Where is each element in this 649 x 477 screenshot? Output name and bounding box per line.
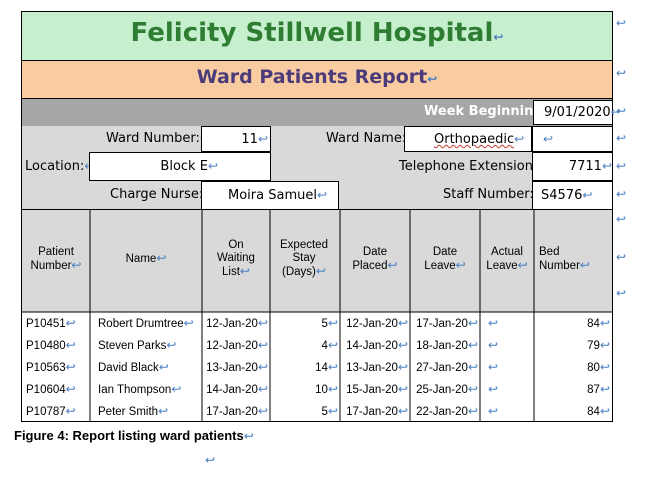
cell-actual-leave[interactable]: ↩ (488, 338, 499, 352)
return-mark-icon: ↩ (616, 131, 627, 145)
charge-nurse-value[interactable]: Moira Samuel↩ (201, 181, 339, 210)
return-mark-icon: ↩ (616, 104, 627, 118)
return-mark-icon: ↩ (616, 212, 627, 226)
week-label: Week Beginning: (424, 104, 548, 119)
return-mark-icon: ↩ (616, 286, 627, 300)
location-label: Location:↩ (25, 159, 94, 174)
cell-actual-leave[interactable]: ↩ (488, 404, 499, 418)
week-row (21, 99, 613, 126)
col-header-expected-stay: Expected Stay (Days)↩ (280, 239, 328, 278)
cell-waiting: 12-Jan-20↩ (206, 338, 268, 352)
cell-patient-number: P10787↩ (26, 404, 76, 418)
return-mark-icon: ↩ (616, 66, 627, 80)
cell-actual-leave[interactable]: ↩ (488, 382, 499, 396)
col-header-date-leave: Date Leave↩ (424, 246, 466, 272)
cell-leave: 17-Jan-20↩ (416, 316, 478, 330)
return-mark-icon: ↩ (616, 187, 627, 201)
title-band: Felicity Stillwell Hospital↩ (21, 11, 613, 61)
return-mark-icon: ↩ (205, 453, 216, 467)
col-header-name: Name↩ (125, 251, 167, 266)
cell-name: Steven Parks↩ (98, 338, 177, 352)
cell-name: Peter Smith↩ (98, 404, 169, 418)
cell-patient-number: P10563↩ (26, 360, 76, 374)
charge-nurse-label: Charge Nurse:↩ (110, 187, 213, 202)
figure-caption: Figure 4: Report listing ward patients↩ (14, 428, 254, 443)
cell-waiting: 13-Jan-20↩ (206, 360, 268, 374)
cell-bed: 84↩ (587, 316, 610, 330)
cell-stay: 5↩ (321, 404, 338, 418)
return-mark-icon: ↩ (616, 16, 627, 30)
patient-table: Patient Number↩ Name↩ On Waiting List↩ Expe… (21, 210, 613, 422)
return-mark-icon: ↩ (493, 30, 504, 44)
col-header-bed-number: Bed Number↩ (539, 246, 590, 272)
col-header-waiting-list: On Waiting List↩ (217, 239, 255, 278)
cell-name: David Black↩ (98, 360, 169, 374)
location-value[interactable]: Block E↩ (89, 152, 271, 181)
ward-number-label: Ward Number:↩ (106, 131, 210, 146)
report-title: Ward Patients Report (196, 66, 428, 88)
cell-leave: 22-Jan-20↩ (416, 404, 478, 418)
table-row[interactable]: P10787↩ Peter Smith↩ 17-Jan-20↩ 5↩ 17-Ja… (22, 404, 612, 422)
ward-extra-cell[interactable]: ↩ (532, 126, 613, 152)
cell-placed: 14-Jan-20↩ (346, 338, 408, 352)
cell-placed: 17-Jan-20↩ (346, 404, 408, 418)
cell-placed: 15-Jan-20↩ (346, 382, 408, 396)
table-row[interactable]: P10480↩ Steven Parks↩ 12-Jan-20↩ 4↩ 14-J… (22, 338, 612, 358)
table-grid (22, 210, 612, 422)
cell-waiting: 12-Jan-20↩ (206, 316, 268, 330)
cell-name: Robert Drumtree↩ (98, 316, 194, 330)
staff-number-value[interactable]: S4576↩ (532, 181, 613, 210)
cell-stay: 5↩ (321, 316, 338, 330)
return-mark-icon: ↩ (427, 72, 438, 86)
cell-bed: 79↩ (587, 338, 610, 352)
cell-leave: 18-Jan-20↩ (416, 338, 478, 352)
ward-name-label: Ward Name:↩ (326, 131, 416, 146)
subtitle-band: Ward Patients Report↩ (21, 61, 613, 99)
phone-label: Telephone Extension:↩ (399, 159, 547, 174)
hospital-name: Felicity Stillwell Hospital (130, 18, 494, 48)
cell-leave: 27-Jan-20↩ (416, 360, 478, 374)
cell-patient-number: P10451↩ (26, 316, 76, 330)
col-header-date-placed: Date Placed↩ (352, 246, 398, 272)
cell-patient-number: P10604↩ (26, 382, 76, 396)
table-row[interactable]: P10451↩ Robert Drumtree↩ 12-Jan-20↩ 5↩ 1… (22, 316, 612, 336)
cell-stay: 10↩ (315, 382, 338, 396)
table-row[interactable]: P10563↩ David Black↩ 13-Jan-20↩ 14↩ 13-J… (22, 360, 612, 380)
col-header-actual-leave: Actual Leave↩ (486, 246, 528, 272)
cell-waiting: 17-Jan-20↩ (206, 404, 268, 418)
ward-name-value[interactable]: Orthopaedic↩ (404, 126, 532, 152)
cell-name: Ian Thompson↩ (98, 382, 182, 396)
cell-bed: 87↩ (587, 382, 610, 396)
cell-stay: 14↩ (315, 360, 338, 374)
staff-number-label: Staff Number:↩ (443, 187, 544, 202)
cell-placed: 13-Jan-20↩ (346, 360, 408, 374)
cell-patient-number: P10480↩ (26, 338, 76, 352)
phone-value[interactable]: 7711↩ (532, 152, 613, 181)
table-row[interactable]: P10604↩ Ian Thompson↩ 14-Jan-20↩ 10↩ 15-… (22, 382, 612, 402)
cell-placed: 12-Jan-20↩ (346, 316, 408, 330)
cell-bed: 84↩ (587, 404, 610, 418)
cell-stay: 4↩ (321, 338, 338, 352)
cell-leave: 25-Jan-20↩ (416, 382, 478, 396)
cell-actual-leave[interactable]: ↩ (488, 316, 499, 330)
week-value[interactable]: 9/01/2020↩ (533, 100, 621, 125)
return-mark-icon: ↩ (616, 250, 627, 264)
ward-number-value[interactable]: 11↩ (201, 126, 271, 152)
col-header-patient-number: Patient Number↩ (30, 246, 82, 272)
cell-waiting: 14-Jan-20↩ (206, 382, 268, 396)
cell-actual-leave[interactable]: ↩ (488, 360, 499, 374)
return-mark-icon: ↩ (616, 159, 627, 173)
cell-bed: 80↩ (587, 360, 610, 374)
